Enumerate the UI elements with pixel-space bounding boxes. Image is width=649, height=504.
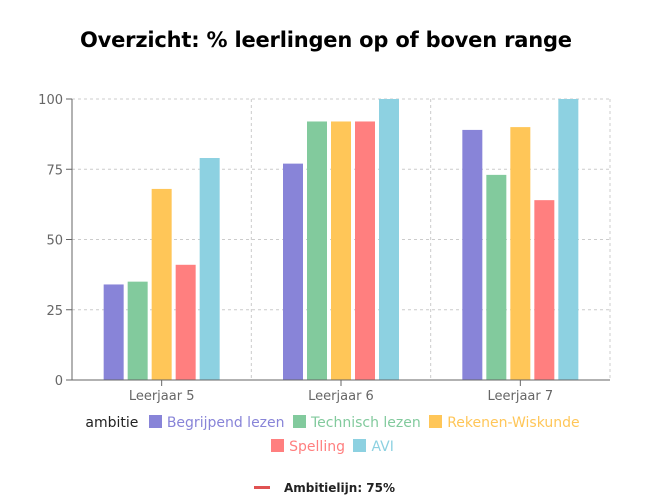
legend-swatch [148,415,162,428]
legend-item-technisch-lezen[interactable]: Technisch lezen [292,411,421,435]
legend-swatch [429,415,443,428]
y-tick-label: 100 [38,93,63,108]
legend-title: ambitie [85,415,139,431]
ambitie-legend: Ambitielijn: 75% [0,481,649,495]
legend-item-spelling[interactable]: Spelling [271,435,345,459]
bar [283,163,303,380]
bar [307,121,327,380]
bar [379,99,399,380]
bar [558,99,579,380]
bar [103,284,124,380]
legend-swatch [353,439,367,452]
bar [486,174,507,380]
y-tick-label: 25 [46,304,63,319]
legend-item-rekenen-wiskunde[interactable]: Rekenen-Wiskunde [429,411,580,435]
legend-label: Technisch lezen [310,415,421,431]
legend-label: AVI [371,439,394,455]
bar [331,121,351,380]
legend-swatch [292,415,306,428]
x-tick-label: Leerjaar 5 [129,389,195,404]
legend-label: Rekenen-Wiskunde [447,415,580,431]
legend-item-avi[interactable]: AVI [353,435,394,459]
y-tick-label: 75 [46,163,63,178]
x-tick-label: Leerjaar 6 [308,389,374,404]
ambitie-label: Ambitielijn: 75% [283,481,396,495]
bar [175,264,196,380]
bar [462,129,483,380]
bar [534,200,555,380]
bar [510,127,531,380]
legend-row-2: Spelling AVI [20,435,649,459]
ambitie-line-swatch [253,486,270,489]
legend-item-begrijpend-lezen[interactable]: Begrijpend lezen [148,411,285,435]
bar-chart: 0 25 50 75 100 Leerjaar 5 Leerjaar 6 Leerjaar 7 [38,93,611,404]
legend-row-1: ambitie Begrijpend lezen Technisch lezen… [20,411,649,435]
legend-label: Begrijpend lezen [166,415,285,431]
legend-swatch [271,439,285,452]
bar [151,188,172,380]
chart-title: Overzicht: % leerlingen op of boven rang… [80,28,572,52]
y-tick-label: 0 [55,374,63,389]
bar [355,121,375,380]
legend-label: Spelling [289,439,345,455]
x-tick-label: Leerjaar 7 [488,389,554,404]
bar [127,281,148,380]
bar [199,158,220,380]
y-tick-label: 50 [46,234,63,249]
